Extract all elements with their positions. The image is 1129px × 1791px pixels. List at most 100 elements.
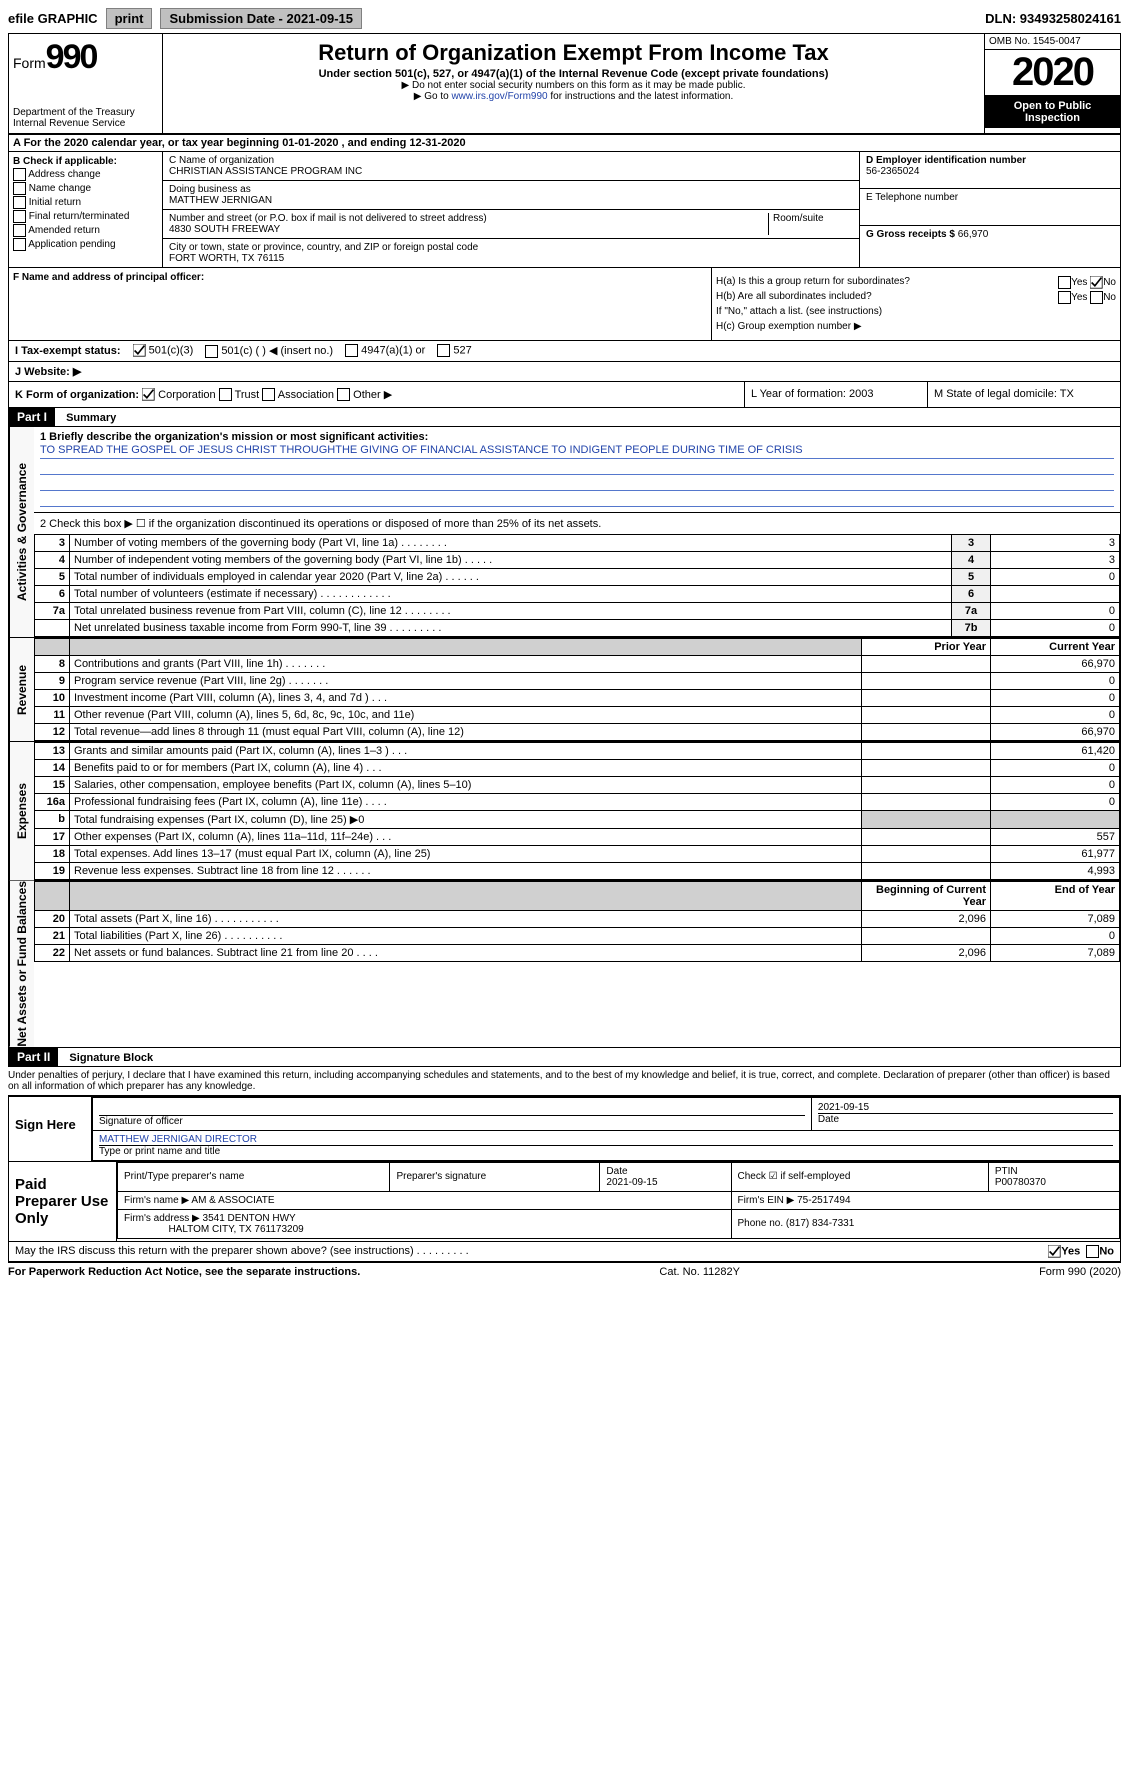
- footer: For Paperwork Reduction Act Notice, see …: [8, 1262, 1121, 1281]
- header-left: Form990 Department of the Treasury Inter…: [9, 34, 163, 133]
- table-row: 13Grants and similar amounts paid (Part …: [35, 743, 1120, 760]
- mission-line2: [40, 460, 1114, 475]
- org-name: CHRISTIAN ASSISTANCE PROGRAM INC: [169, 166, 853, 177]
- form-header: Form990 Department of the Treasury Inter…: [8, 33, 1121, 135]
- table-row: 8Contributions and grants (Part VIII, li…: [35, 656, 1120, 673]
- sign-here-label: Sign Here: [9, 1097, 92, 1161]
- row-a-text: A For the 2020 calendar year, or tax yea…: [13, 137, 466, 149]
- firm-addr-label: Firm's address ▶: [124, 1213, 200, 1224]
- cb-trust[interactable]: [219, 388, 232, 401]
- cb-amended-return[interactable]: Amended return: [13, 224, 158, 237]
- state-domicile: M State of legal domicile: TX: [928, 382, 1120, 408]
- room-label: Room/suite: [768, 213, 853, 235]
- open-inspection-label: Open to Public Inspection: [985, 96, 1120, 128]
- cb-name-change[interactable]: Name change: [13, 182, 158, 195]
- officer-name-link[interactable]: MATTHEW JERNIGAN DIRECTOR: [99, 1134, 257, 1145]
- firm-phone: (817) 834-7331: [786, 1218, 854, 1229]
- table-row: Net unrelated business taxable income fr…: [35, 620, 1120, 637]
- city-label: City or town, state or province, country…: [169, 242, 853, 253]
- year-formation: L Year of formation: 2003: [745, 382, 928, 408]
- table-row: 6Total number of volunteers (estimate if…: [35, 586, 1120, 603]
- cb-501c[interactable]: 501(c) ( ) ◀ (insert no.): [205, 344, 333, 358]
- header-mid: Return of Organization Exempt From Incom…: [163, 34, 984, 133]
- tab-expenses: Expenses: [9, 742, 34, 880]
- instructions-link[interactable]: www.irs.gov/Form990: [451, 91, 547, 102]
- table-row: 11Other revenue (Part VIII, column (A), …: [35, 707, 1120, 724]
- tab-activities-governance: Activities & Governance: [9, 427, 34, 637]
- note-goto: ▶ Go to www.irs.gov/Form990 for instruct…: [167, 91, 980, 102]
- efile-label: efile GRAPHIC: [8, 11, 98, 26]
- officer-name-label: Type or print name and title: [99, 1146, 220, 1157]
- footer-left: For Paperwork Reduction Act Notice, see …: [8, 1266, 360, 1278]
- ha-yes[interactable]: [1058, 276, 1071, 289]
- ein-label: D Employer identification number: [866, 155, 1026, 166]
- firm-phone-label: Phone no.: [738, 1218, 784, 1229]
- note-ssn: ▶ Do not enter social security numbers o…: [167, 80, 980, 91]
- line2-label: 2 Check this box ▶ ☐ if the organization…: [34, 513, 1120, 534]
- firm-ein-label: Firm's EIN ▶: [738, 1195, 795, 1206]
- addr-value: 4830 SOUTH FREEWAY: [169, 224, 768, 235]
- website-label: J Website: ▶: [15, 365, 81, 378]
- cb-final-return[interactable]: Final return/terminated: [13, 210, 158, 223]
- submission-date-button[interactable]: Submission Date - 2021-09-15: [160, 8, 362, 29]
- prep-self-employed[interactable]: Check ☑ if self-employed: [731, 1162, 988, 1191]
- firm-name: AM & ASSOCIATE: [191, 1195, 274, 1206]
- ptin-label: PTIN: [995, 1166, 1018, 1177]
- cb-other[interactable]: [337, 388, 350, 401]
- table-row: 5Total number of individuals employed in…: [35, 569, 1120, 586]
- print-button[interactable]: print: [106, 8, 153, 29]
- ein-value: 56-2365024: [866, 166, 919, 177]
- cb-initial-return[interactable]: Initial return: [13, 196, 158, 209]
- cb-4947[interactable]: 4947(a)(1) or: [345, 344, 425, 357]
- check-icon: [142, 388, 155, 401]
- check-icon: [1090, 276, 1103, 289]
- part2-subtitle: Signature Block: [61, 1052, 153, 1064]
- section-bcde: B Check if applicable: Address change Na…: [8, 152, 1121, 268]
- hb-yes[interactable]: [1058, 291, 1071, 304]
- table-row: 16aProfessional fundraising fees (Part I…: [35, 794, 1120, 811]
- prep-name-label: Print/Type preparer's name: [118, 1162, 390, 1191]
- row-fh: F Name and address of principal officer:…: [8, 268, 1121, 341]
- table-row: 18Total expenses. Add lines 13–17 (must …: [35, 846, 1120, 863]
- firm-ein: 75-2517494: [797, 1195, 850, 1206]
- cb-application-pending[interactable]: Application pending: [13, 238, 158, 251]
- cb-501c3[interactable]: 501(c)(3): [133, 344, 194, 357]
- form-subtitle: Under section 501(c), 527, or 4947(a)(1)…: [167, 68, 980, 80]
- table-row: 19Revenue less expenses. Subtract line 1…: [35, 863, 1120, 880]
- row-a-tax-year: A For the 2020 calendar year, or tax yea…: [8, 135, 1121, 152]
- footer-right: Form 990 (2020): [1039, 1266, 1121, 1278]
- tab-revenue: Revenue: [9, 638, 34, 741]
- org-name-label: C Name of organization: [169, 155, 853, 166]
- cb-527[interactable]: 527: [437, 344, 471, 357]
- part1-subtitle: Summary: [58, 412, 116, 424]
- table-row: 7aTotal unrelated business revenue from …: [35, 603, 1120, 620]
- section-revenue: Revenue Prior YearCurrent Year8Contribut…: [8, 638, 1121, 742]
- form-label: Form: [13, 55, 46, 71]
- cb-corporation[interactable]: Corporation: [158, 389, 215, 401]
- sig-date-label: Date: [818, 1114, 839, 1125]
- table-row: 10Investment income (Part VIII, column (…: [35, 690, 1120, 707]
- prep-date-label: Date: [606, 1166, 627, 1177]
- table-row: 22Net assets or fund balances. Subtract …: [35, 945, 1120, 962]
- box-b-label: B Check if applicable:: [13, 156, 117, 167]
- cb-association[interactable]: [262, 388, 275, 401]
- penalties-text: Under penalties of perjury, I declare th…: [8, 1067, 1121, 1095]
- dln-label: DLN: 93493258024161: [985, 11, 1121, 26]
- section-net-assets: Net Assets or Fund Balances Beginning of…: [8, 881, 1121, 1048]
- box-b: B Check if applicable: Address change Na…: [9, 152, 163, 267]
- discuss-no: No: [1099, 1245, 1114, 1257]
- gross-label: G Gross receipts $: [866, 229, 955, 240]
- discuss-no-cb[interactable]: [1086, 1245, 1099, 1258]
- hb-no[interactable]: [1090, 291, 1103, 304]
- mission-line4: [40, 492, 1114, 507]
- cb-address-change[interactable]: Address change: [13, 168, 158, 181]
- table-revenue: Prior YearCurrent Year8Contributions and…: [34, 638, 1120, 741]
- discuss-yes[interactable]: Yes: [1061, 1245, 1080, 1257]
- table-net: Beginning of Current YearEnd of Year20To…: [34, 881, 1120, 962]
- dba-value: MATTHEW JERNIGAN: [169, 195, 853, 206]
- sig-date: 2021-09-15: [818, 1102, 1113, 1114]
- box-c: C Name of organization CHRISTIAN ASSISTA…: [163, 152, 860, 267]
- table-ag: 3Number of voting members of the governi…: [34, 534, 1120, 637]
- tax-year: 2020: [985, 50, 1120, 96]
- table-row: 21Total liabilities (Part X, line 26) . …: [35, 928, 1120, 945]
